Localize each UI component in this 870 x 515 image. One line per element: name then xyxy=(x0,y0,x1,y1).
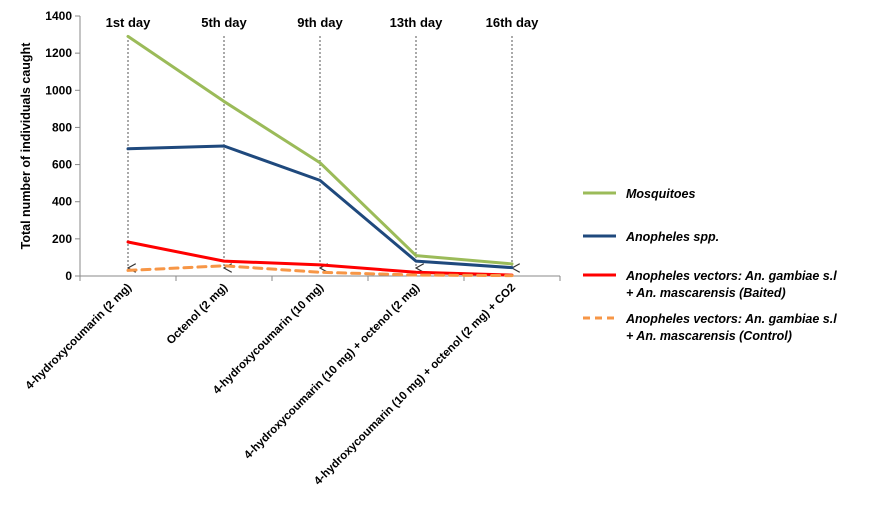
day-label: 13th day xyxy=(390,15,444,30)
y-tick-label: 1000 xyxy=(45,83,72,97)
series-line xyxy=(126,264,514,278)
y-tick-label: 1400 xyxy=(45,9,72,23)
x-tick-labels: 4-hydroxycoumarin (2 mg) Octenol (2 mg)4-… xyxy=(24,282,519,488)
x-tick-label: 4-hydroxycoumarin (10 mg) xyxy=(211,282,326,397)
y-axis-title: Total number of individuals caught xyxy=(19,42,33,250)
legend: Mosquitoes Anopheles spp. Anopheles vector… xyxy=(583,187,837,343)
legend-label: Anopheles vectors: An. gambiae s.l xyxy=(625,312,837,326)
y-tick-label: 800 xyxy=(52,120,72,134)
day-label: 1st day xyxy=(106,15,152,30)
series-lines xyxy=(126,34,514,278)
series-line xyxy=(126,240,514,277)
day-label: 16th day xyxy=(486,15,540,30)
x-tick-label: 4-hydroxycoumarin (10 mg) + octenol (2 m… xyxy=(312,282,518,488)
x-tick-label: Octenol (2 mg) xyxy=(165,282,231,348)
y-tick-label: 0 xyxy=(65,269,72,283)
x-tick-label: 4-hydroxycoumarin (10 mg) + octenol (2 m… xyxy=(242,282,422,462)
legend-label: Anopheles spp. xyxy=(625,230,719,244)
legend-label: + An. mascarensis (Baited) xyxy=(626,286,786,300)
y-tick-label: 1200 xyxy=(45,46,72,60)
y-tick-label: 400 xyxy=(52,195,72,209)
series-line xyxy=(126,144,514,270)
day-label: 9th day xyxy=(297,15,343,30)
day-markers: 1st day 5th day 9th day 13th day 16th day xyxy=(106,15,540,268)
y-tick-label: 600 xyxy=(52,158,72,172)
legend-label: + An. mascarensis (Control) xyxy=(626,329,792,343)
axes: 0 200 400 600 800 1000 1200 1400 Total number of… xyxy=(19,9,561,283)
legend-label: Mosquitoes xyxy=(626,187,695,201)
series-line xyxy=(126,34,514,266)
legend-label: Anopheles vectors: An. gambiae s.l xyxy=(625,269,837,283)
x-tick-label: 4-hydroxycoumarin (2 mg) xyxy=(24,282,135,393)
day-label: 5th day xyxy=(201,15,247,30)
y-tick-label: 200 xyxy=(52,232,72,246)
